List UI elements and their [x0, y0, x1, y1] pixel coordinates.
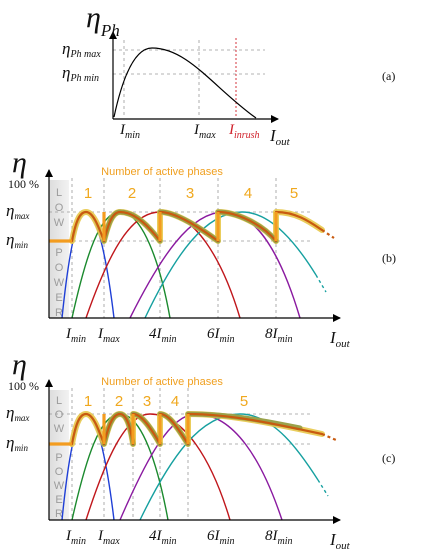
panel-c-ytick-eta-min: ηmin [6, 433, 28, 453]
panel-b-phase-4: 4 [244, 185, 252, 202]
panel-c-y-axis-symbol: η [12, 348, 27, 381]
panel-a-xtick-imax: Imax [193, 122, 216, 141]
panel-b-label: (b) [382, 251, 396, 265]
panel-b-xtick-imin: Imin [65, 326, 86, 345]
panel-c-phase-4: 4 [171, 393, 179, 410]
panel-b-ytick-eta-max: ηmax [6, 201, 29, 221]
phase-3-curve [85, 413, 231, 521]
svg-text:W: W [54, 480, 65, 492]
panel-c-ytick-eta-max: ηmax [6, 403, 29, 423]
panel-c-xtick-4imin: 4Imin [149, 528, 177, 547]
phase-5-extension [317, 479, 329, 497]
panel-a-label: (a) [382, 69, 395, 83]
svg-text:L: L [56, 187, 62, 199]
svg-text:E: E [55, 494, 62, 506]
efficiency-curve [113, 47, 257, 119]
panel-a-x-axis-label: Iout [269, 126, 291, 148]
panel-b-y-top-label: 100 % [8, 177, 39, 191]
svg-text:W: W [54, 277, 65, 289]
svg-text:O: O [55, 466, 64, 478]
svg-text:O: O [55, 409, 64, 421]
panel-c-xtick-imax: Imax [97, 528, 120, 547]
panel-c-label: (c) [382, 451, 395, 465]
envelope-extension [321, 229, 335, 239]
phase-2-curve [71, 211, 171, 319]
panel-b-phase-5: 5 [290, 185, 298, 202]
phase-5-curve [139, 413, 319, 521]
panel-c-phases-title: Number of active phases [101, 376, 223, 388]
svg-text:L: L [56, 395, 62, 407]
panel-c-x-axis-label: Iout [329, 530, 351, 550]
panel-b-phase-1: 1 [84, 185, 92, 202]
panel-b-xtick-imax: Imax [97, 326, 120, 345]
low-power-label: L O W P O W E R [54, 395, 65, 520]
low-power-band [49, 180, 69, 318]
panel-b: L O W P O W E R [6, 146, 396, 350]
panel-b-xtick-4imin: 4Imin [149, 326, 177, 345]
low-power-label: L O W P O W E R [54, 187, 65, 319]
panel-c-phase-3: 3 [143, 393, 151, 410]
panel-a-ytick-eta-ph-min: ηPh min [62, 63, 99, 84]
panel-b-x-axis-label: Iout [329, 328, 351, 350]
panel-b-phases-title: Number of active phases [101, 166, 223, 178]
panel-b-phase-3: 3 [186, 185, 194, 202]
svg-text:O: O [55, 262, 64, 274]
svg-text:P: P [55, 247, 62, 259]
panel-a-xtick-inrush: Iinrush [228, 122, 260, 141]
efficiency-envelope [49, 411, 337, 447]
panel-b-y-axis-symbol: η [12, 146, 27, 179]
envelope-curve [70, 210, 324, 243]
panel-c-y-top-label: 100 % [8, 379, 39, 393]
panel-c-xtick-8imin: 8Imin [265, 528, 293, 547]
svg-text:R: R [55, 508, 63, 520]
svg-text:W: W [54, 423, 65, 435]
panel-a: ηPh ηPh max ηPh min Imin Imax Iinrush Io… [62, 1, 395, 148]
panel-b-phase-2: 2 [128, 185, 136, 202]
envelope-curve [70, 412, 324, 446]
efficiency-envelope [49, 209, 335, 244]
panel-b-ytick-eta-min: ηmin [6, 230, 28, 250]
panel-c-phase-5: 5 [240, 393, 248, 410]
panel-a-xtick-imin: Imin [119, 122, 140, 141]
panel-c: L O W P O W E R [6, 348, 395, 550]
panel-b-xtick-6imin: 6Imin [207, 326, 235, 345]
svg-text:O: O [55, 202, 64, 214]
phase-curves [61, 413, 329, 521]
panel-c-phase-1: 1 [84, 393, 92, 410]
panel-a-y-axis-symbol: ηPh [86, 1, 120, 40]
svg-text:W: W [54, 217, 65, 229]
envelope-extension [321, 432, 337, 442]
panel-a-ytick-eta-ph-max: ηPh max [62, 39, 101, 60]
panel-c-xtick-6imin: 6Imin [207, 528, 235, 547]
low-power-band [49, 390, 69, 520]
svg-text:P: P [55, 452, 62, 464]
panel-b-xtick-8imin: 8Imin [265, 326, 293, 345]
svg-text:R: R [55, 307, 63, 319]
panel-c-xtick-imin: Imin [65, 528, 86, 547]
panel-c-phase-2: 2 [115, 393, 123, 410]
phase-5-curve [144, 211, 317, 319]
phase-5-extension [315, 274, 327, 293]
svg-text:E: E [55, 292, 62, 304]
